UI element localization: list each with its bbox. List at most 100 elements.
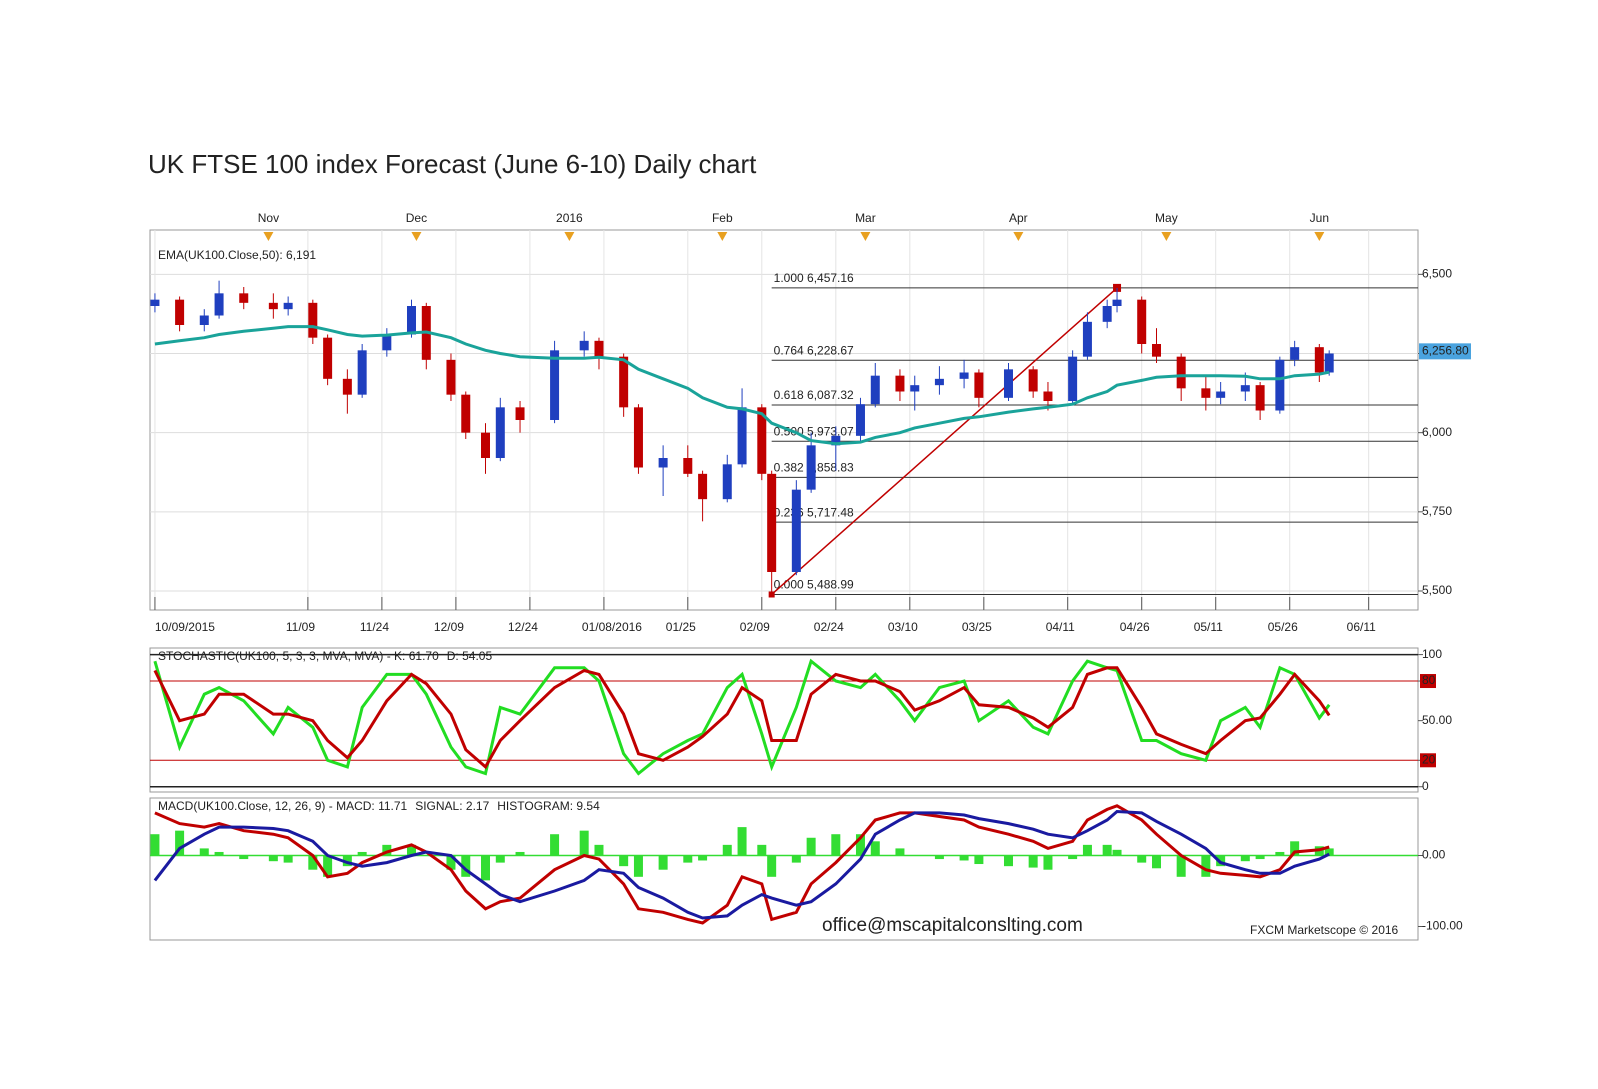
- histogram-bar: [1324, 848, 1334, 856]
- histogram-bar: [870, 841, 880, 856]
- x-tick-label: 03/25: [962, 620, 992, 634]
- candle-body: [1102, 306, 1112, 322]
- histogram-bar: [619, 855, 629, 867]
- x-tick-label: 11/09: [286, 620, 315, 634]
- histogram-bar: [382, 844, 392, 856]
- candle-body: [1112, 299, 1122, 306]
- candle-body: [1314, 347, 1324, 373]
- x2-tick-label: Jun: [1310, 211, 1329, 225]
- x-tick-label: 06/11: [1347, 620, 1376, 634]
- histogram-bar: [683, 855, 693, 863]
- histogram-bar: [308, 855, 318, 870]
- y-tick-label: 6,000: [1422, 425, 1452, 439]
- x-tick-label: 02/24: [814, 620, 844, 634]
- last-price-box: [1419, 343, 1471, 360]
- y-tick-label: 6,500: [1422, 267, 1452, 281]
- y-tick-label: 80: [1422, 673, 1436, 687]
- candle-body: [1003, 369, 1013, 398]
- watermark: office@mscapitalconslting.com: [822, 915, 1083, 936]
- candle-body: [1255, 385, 1265, 411]
- histogram-bar: [1255, 855, 1265, 860]
- histogram-bar: [515, 851, 525, 856]
- tick-box: [1420, 674, 1436, 689]
- histogram-bar: [199, 848, 209, 856]
- histogram-bar: [806, 837, 816, 856]
- candle-body: [855, 404, 865, 436]
- credit: FXCM Marketscope © 2016: [1250, 923, 1399, 937]
- histogram-bar: [767, 855, 777, 877]
- histogram-bar: [1152, 855, 1162, 869]
- candle-body: [791, 489, 801, 572]
- fib-handle: [1113, 283, 1122, 292]
- x2-tick-label: Feb: [712, 211, 733, 225]
- candle-body: [406, 306, 416, 335]
- candle-body: [895, 375, 905, 392]
- x2-tick: [1314, 232, 1325, 241]
- candle-body: [308, 302, 318, 338]
- candle-body: [910, 385, 920, 392]
- histogram-bar: [895, 848, 905, 856]
- candle-body: [683, 458, 693, 474]
- candle-body: [382, 334, 392, 351]
- x-tick-label: 12/09: [434, 620, 464, 634]
- candle-body: [1275, 359, 1285, 411]
- fib-handle: [768, 591, 775, 598]
- candle-body: [1137, 299, 1147, 344]
- fib-label: 0.500 5,973.07: [774, 424, 854, 438]
- candle-body: [199, 315, 209, 325]
- macd-line: [153, 809, 1330, 920]
- x-tick-label: 01/08/2016: [582, 620, 642, 634]
- histogram-bar: [357, 851, 367, 856]
- candle-body: [1068, 356, 1078, 401]
- histogram-bar: [550, 834, 560, 856]
- x-tick-label: 05/11: [1194, 620, 1223, 634]
- candle-body: [757, 407, 767, 474]
- tick-box: [1420, 753, 1436, 768]
- legend-entry: SIGNAL: 2.17: [415, 799, 489, 813]
- candle-body: [461, 394, 471, 433]
- candle-body: [550, 350, 560, 420]
- histogram-bar: [831, 834, 841, 856]
- x2-tick-label: Nov: [258, 211, 279, 225]
- candle-body: [633, 407, 643, 468]
- candle-body: [1216, 391, 1226, 398]
- histogram-bar: [150, 834, 160, 856]
- candle-body: [959, 372, 969, 379]
- fib-label: 0.000 5,488.99: [774, 578, 854, 592]
- candle-body: [806, 445, 816, 490]
- candle-body: [1043, 391, 1053, 401]
- x2-tick: [860, 232, 871, 241]
- legend-entry: STOCHASTIC(UK100, 5, 3, 3, MVA, MVA) - K…: [158, 649, 439, 663]
- histogram-bar: [1102, 844, 1112, 856]
- histogram-bar: [342, 855, 352, 867]
- legend-entry: EMA(UK100.Close,50): 6,191: [158, 248, 316, 262]
- candle-body: [974, 372, 984, 398]
- fib-label: 0.236 5,717.48: [774, 505, 854, 519]
- macd-panel: [149, 797, 1419, 941]
- candle-body: [342, 378, 352, 395]
- histogram-bar: [283, 855, 293, 863]
- stochastic-panel: [149, 647, 1419, 793]
- histogram-bar: [239, 855, 249, 860]
- fib-trend: [771, 287, 1118, 596]
- histogram-bar: [757, 844, 767, 856]
- histogram-bar: [579, 830, 589, 856]
- x2-tick-label: Mar: [855, 211, 876, 225]
- candle-body: [1290, 347, 1300, 360]
- x2-tick: [564, 232, 575, 241]
- histogram-bar: [934, 855, 944, 860]
- candle-body: [1201, 388, 1211, 398]
- stochastic-line: [153, 666, 1331, 770]
- histogram-bar: [959, 855, 969, 861]
- x-tick-label: 11/24: [360, 620, 389, 634]
- y-tick-label: 20: [1422, 752, 1436, 766]
- x-tick-label: 04/26: [1120, 620, 1150, 634]
- candle-body: [658, 458, 668, 468]
- histogram-bar: [1068, 855, 1078, 860]
- histogram-bar: [1112, 849, 1122, 856]
- histogram-bar: [1043, 855, 1053, 870]
- candle-body: [283, 302, 293, 310]
- last-price-label: 6,256.80: [1422, 344, 1469, 358]
